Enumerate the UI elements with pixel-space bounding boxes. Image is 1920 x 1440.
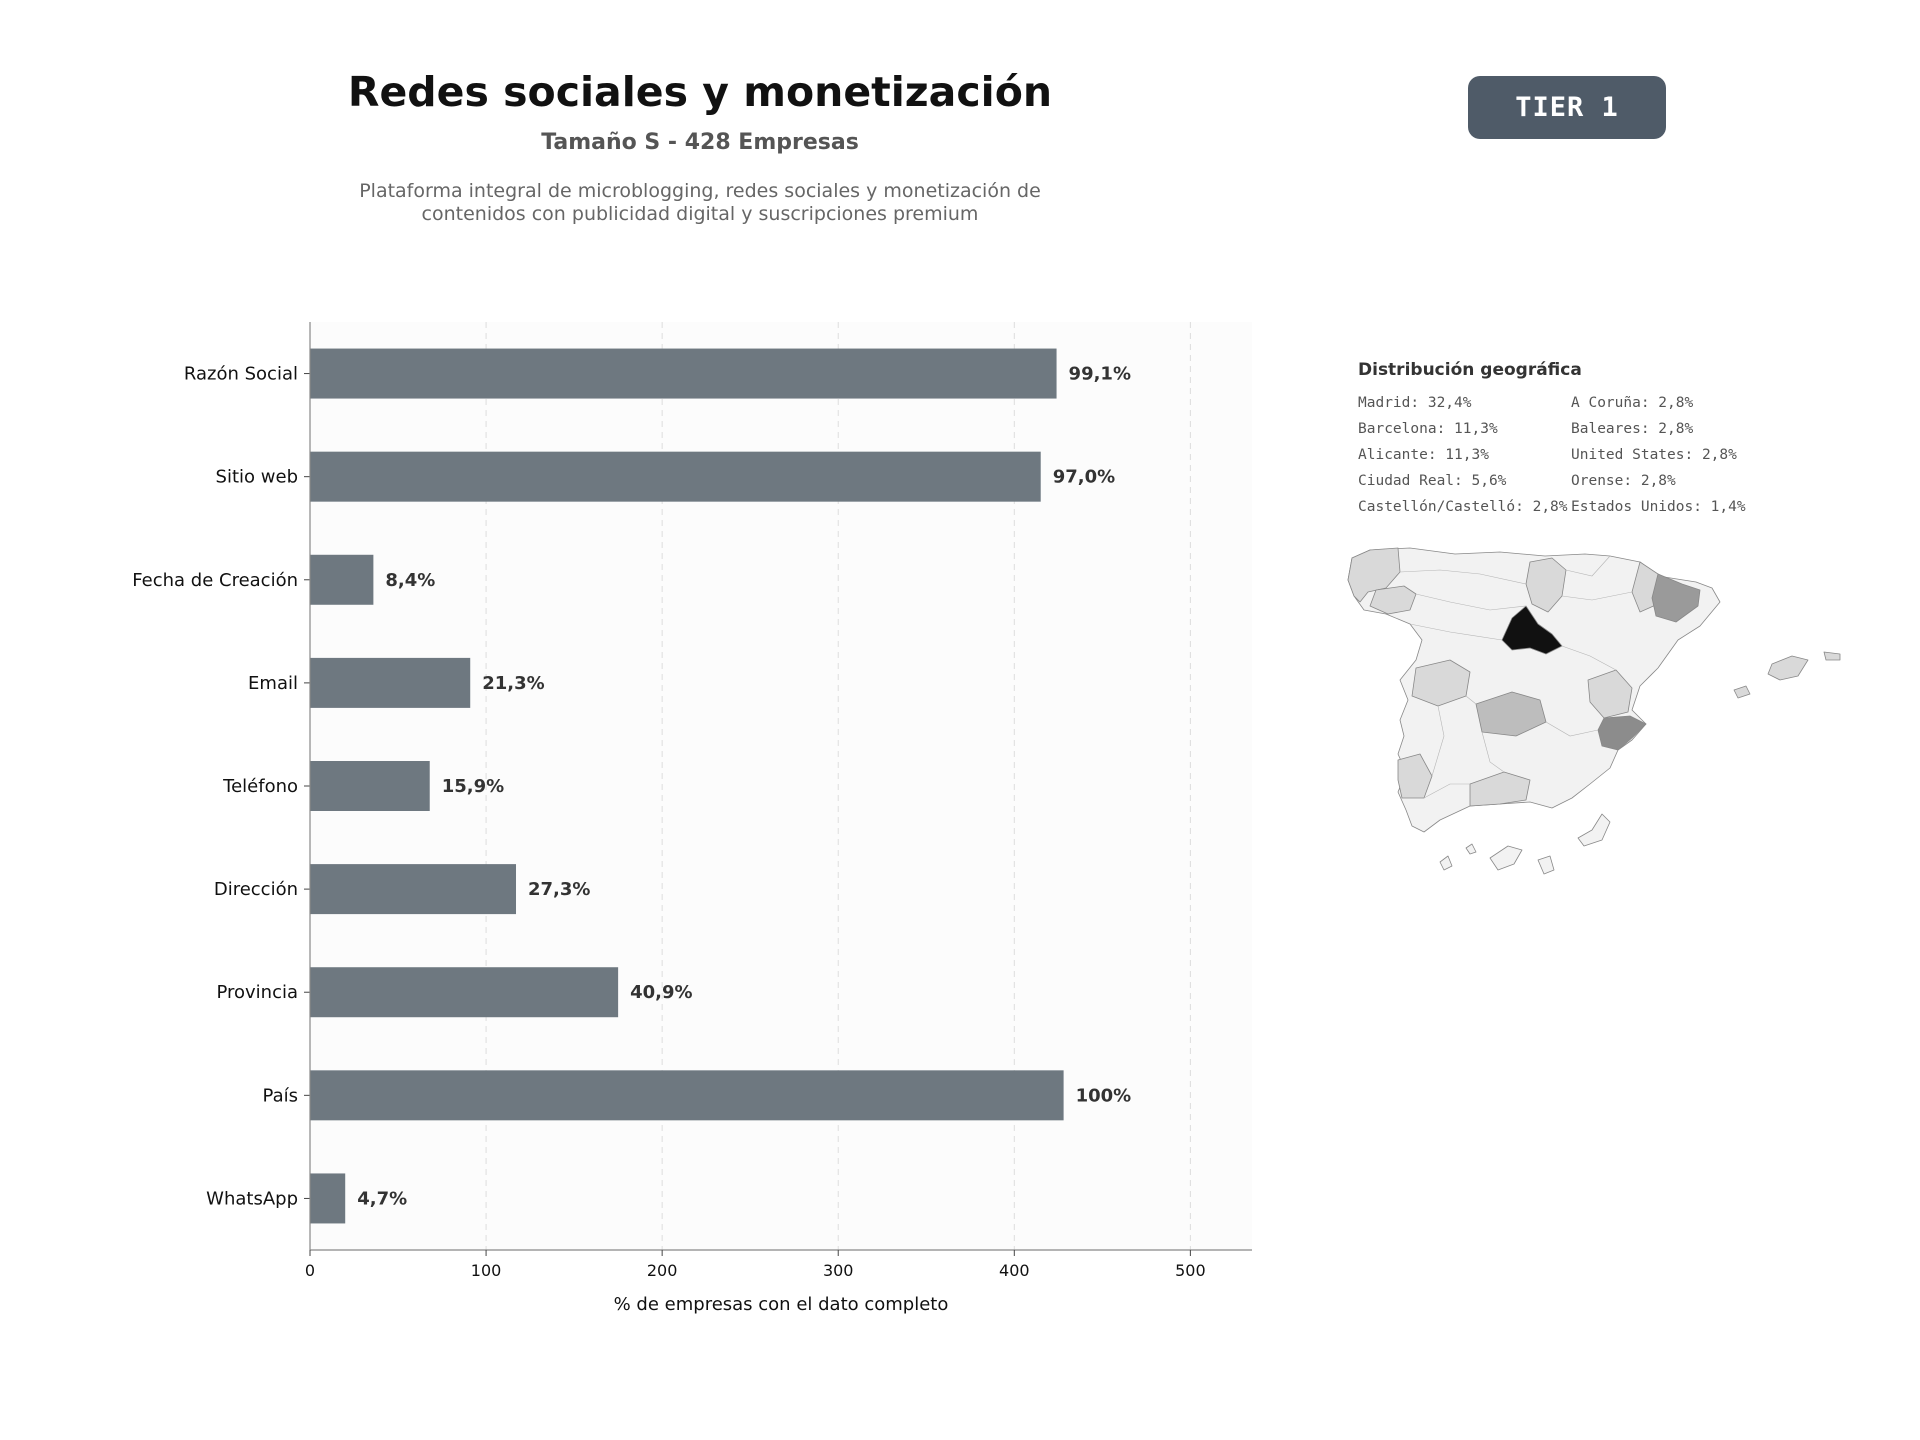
bar-value-label: 15,9% [442, 776, 504, 797]
geo-title: Distribución geográfica [1358, 360, 1582, 380]
category-label: Provincia [216, 982, 298, 1003]
bar-value-label: 27,3% [528, 879, 590, 900]
category-label: País [263, 1085, 298, 1106]
geo-entry: Barcelona: 11,3% [1358, 421, 1498, 437]
map-region-ibiza [1733, 685, 1751, 699]
map-region-mallorca [1767, 655, 1809, 681]
bar-value-label: 4,7% [357, 1188, 407, 1209]
bar-value-label: 99,1% [1069, 364, 1131, 385]
page-description: Plataforma integral de microblogging, re… [300, 180, 1100, 226]
category-label: Razón Social [184, 364, 298, 385]
x-tick-label: 500 [1175, 1261, 1206, 1280]
page-subtitle: Tamaño S - 428 Empresas [541, 130, 859, 155]
geo-entry: Baleares: 2,8% [1571, 421, 1694, 437]
spain-choropleth-map [1347, 547, 1841, 875]
bar-value-label: 8,4% [385, 570, 435, 591]
category-label: WhatsApp [206, 1188, 298, 1209]
bar-chart: 99,1% Razón Social 97,0% Sitio web 8,4% Fecha… [132, 322, 1252, 1315]
bar [310, 348, 1057, 399]
x-tick-label: 200 [647, 1261, 678, 1280]
map-region-canarias-5 [1465, 843, 1477, 855]
geo-entry: Alicante: 11,3% [1358, 447, 1489, 463]
description-line-1: Plataforma integral de microblogging, re… [359, 180, 1041, 202]
category-label: Fecha de Creación [132, 570, 298, 591]
map-region-mainland [1347, 547, 1721, 833]
header: Redes sociales y monetización Tamaño S -… [300, 64, 1100, 226]
map-region-canarias-2 [1537, 855, 1555, 875]
category-label: Teléfono [222, 776, 298, 797]
geo-entry: A Coruña: 2,8% [1571, 395, 1694, 411]
tier-badge: TIER 1 [1468, 76, 1666, 139]
x-tick-label: 0 [305, 1261, 315, 1280]
geo-entry: United States: 2,8% [1571, 447, 1737, 463]
bar [310, 657, 471, 708]
description-line-2: contenidos con publicidad digital y susc… [421, 203, 979, 225]
bar [310, 967, 619, 1018]
bar [310, 1173, 346, 1224]
x-tick-label: 400 [999, 1261, 1030, 1280]
map-region-ourense [1369, 585, 1417, 615]
map-region-burgos [1525, 557, 1567, 613]
map-region-alicante [1597, 715, 1647, 751]
bar-value-label: 100% [1076, 1085, 1132, 1106]
bar-value-label: 21,3% [482, 673, 544, 694]
geo-entry: Estados Unidos: 1,4% [1571, 499, 1746, 515]
x-tick-label: 100 [471, 1261, 502, 1280]
geo-entry: Orense: 2,8% [1571, 473, 1676, 489]
category-label: Email [248, 673, 298, 694]
map-region-menorca [1823, 651, 1841, 661]
x-axis-label: % de empresas con el dato completo [614, 1294, 949, 1315]
category-label: Dirección [214, 879, 298, 900]
bar [310, 451, 1041, 502]
bar [310, 761, 430, 811]
x-tick-label: 300 [823, 1261, 854, 1280]
bar [310, 864, 517, 915]
bar [310, 1070, 1064, 1121]
map-region-madrid [1501, 605, 1563, 655]
bar [310, 554, 374, 605]
geo-distribution: Distribución geográfica Madrid: 32,4% A … [1358, 360, 1858, 516]
map-region-canarias-3 [1577, 813, 1611, 847]
map-region-canarias-1 [1489, 845, 1523, 871]
category-label: Sitio web [216, 467, 298, 488]
geo-entry: Castellón/Castelló: 2,8% [1358, 499, 1568, 515]
map-region-barcelona [1651, 573, 1701, 623]
page-title: Redes sociales y monetización [347, 68, 1053, 116]
map-province-borders [1399, 555, 1633, 799]
map-region-canarias-4 [1439, 855, 1453, 871]
geo-list: Madrid: 32,4% A Coruña: 2,8% Barcelona: … [1358, 394, 1858, 516]
bar-value-label: 40,9% [630, 982, 692, 1003]
geo-entry: Ciudad Real: 5,6% [1358, 473, 1507, 489]
bar-value-label: 97,0% [1053, 467, 1115, 488]
geo-entry: Madrid: 32,4% [1358, 395, 1472, 411]
